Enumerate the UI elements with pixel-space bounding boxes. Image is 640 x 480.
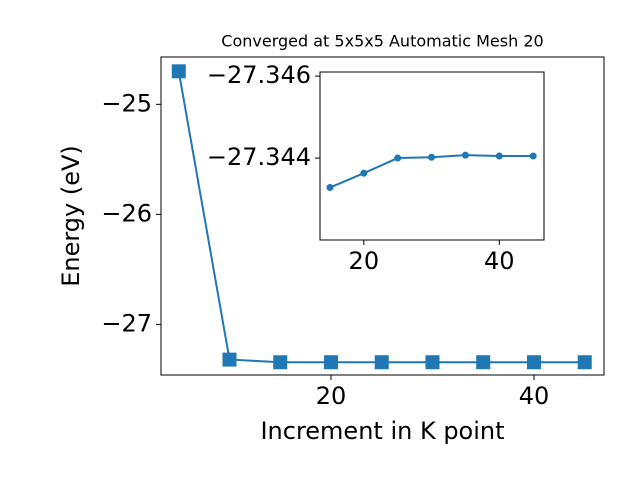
chart-title: Converged at 5x5x5 Automatic Mesh 20 — [221, 32, 543, 51]
x-tick-label: 40 — [484, 247, 515, 275]
point — [461, 151, 469, 159]
point — [394, 154, 402, 162]
y-tick-label: −27.346 — [207, 61, 311, 89]
point — [495, 152, 503, 160]
point — [476, 355, 491, 370]
y-axis-label: Energy (eV) — [57, 145, 85, 287]
y-tick-label: −25 — [101, 89, 152, 117]
point — [428, 153, 436, 161]
point — [323, 355, 338, 370]
y-tick-label: −27.344 — [207, 143, 311, 171]
y-tick-label: −27 — [101, 309, 152, 337]
x-tick-label: 40 — [519, 382, 550, 410]
point — [273, 355, 288, 370]
point — [326, 184, 334, 192]
point — [425, 355, 440, 370]
point — [360, 169, 368, 177]
x-tick-label: 20 — [349, 247, 380, 275]
x-tick-label: 20 — [316, 382, 347, 410]
point — [222, 352, 237, 367]
point — [577, 355, 592, 370]
point — [171, 64, 186, 79]
y-tick-label: −26 — [101, 199, 152, 227]
point — [526, 355, 541, 370]
x-axis-label: Increment in K point — [260, 417, 504, 445]
point — [374, 355, 389, 370]
point — [529, 152, 537, 160]
